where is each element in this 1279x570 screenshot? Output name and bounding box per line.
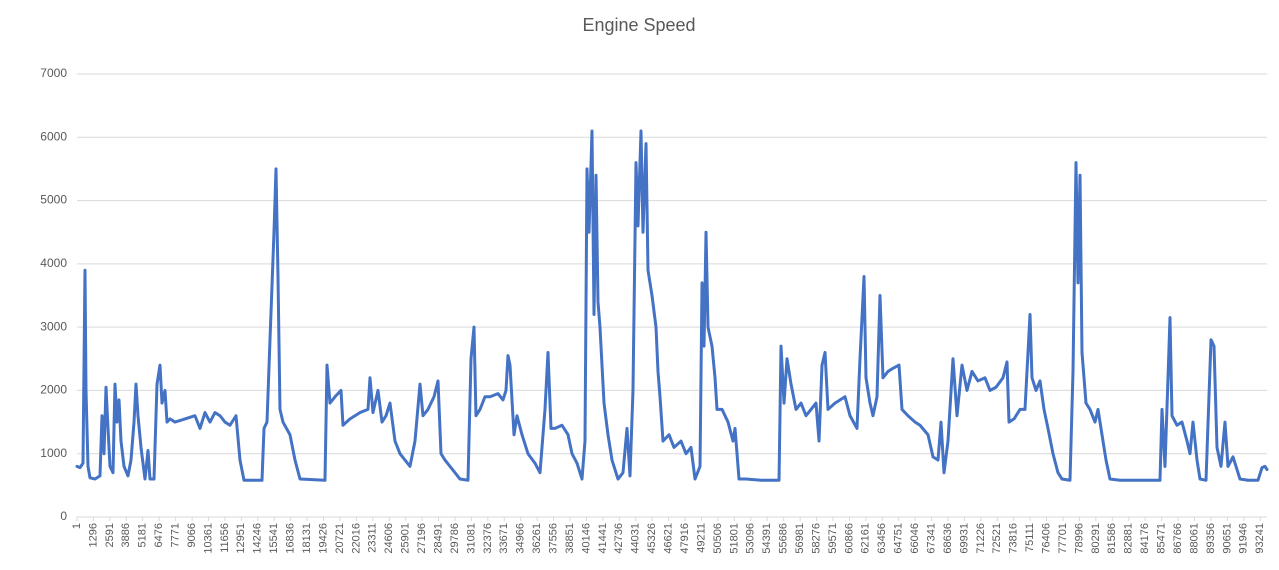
x-tick-label: 77701 [1057, 523, 1069, 554]
x-tick-label: 23311 [367, 523, 379, 553]
x-tick-label: 58276 [810, 523, 822, 554]
x-tick-label: 19426 [317, 523, 329, 554]
x-tick-label: 73816 [1008, 523, 1020, 554]
x-tick-label: 1296 [87, 523, 99, 547]
x-tick-label: 84176 [1139, 523, 1151, 554]
x-tick-label: 45326 [646, 523, 658, 554]
y-tick-label: 0 [60, 509, 67, 523]
x-tick-label: 64751 [893, 523, 905, 554]
y-tick-label: 3000 [40, 319, 67, 333]
x-tick-label: 7771 [170, 523, 182, 547]
x-tick-label: 36261 [531, 523, 543, 554]
x-tick-label: 55686 [778, 523, 790, 554]
x-tick-label: 6476 [153, 523, 165, 547]
x-tick-label: 10361 [202, 523, 214, 554]
x-tick-label: 16836 [285, 523, 297, 554]
x-tick-label: 54391 [761, 523, 773, 554]
x-tick-label: 2591 [104, 523, 116, 547]
x-tick-label: 81586 [1106, 523, 1118, 554]
x-tick-label: 31081 [465, 523, 477, 554]
x-tick-label: 90651 [1221, 523, 1233, 554]
y-tick-label: 6000 [40, 129, 67, 143]
x-tick-label: 12951 [235, 523, 247, 554]
x-tick-label: 62161 [860, 523, 872, 554]
x-tick-label: 76406 [1041, 523, 1053, 554]
x-tick-label: 22016 [350, 523, 362, 554]
x-tick-label: 15541 [268, 523, 280, 554]
y-tick-label: 2000 [40, 383, 67, 397]
x-tick-label: 60866 [843, 523, 855, 554]
x-tick-label: 78996 [1073, 523, 1085, 554]
x-tick-label: 51801 [728, 523, 740, 554]
x-tick-label: 14246 [252, 523, 264, 554]
x-tick-label: 56981 [794, 523, 806, 554]
x-tick-label: 38851 [564, 523, 576, 554]
x-tick-label: 63456 [876, 523, 888, 554]
x-tick-label: 71226 [975, 523, 987, 554]
x-tick-label: 69931 [958, 523, 970, 554]
x-tick-label: 9066 [186, 523, 198, 547]
x-tick-label: 1 [71, 523, 83, 529]
x-tick-label: 72521 [991, 523, 1003, 554]
x-tick-label: 75111 [1024, 523, 1036, 552]
x-tick-label: 42736 [613, 523, 625, 554]
y-tick-label: 4000 [40, 256, 67, 270]
x-tick-label: 59571 [827, 523, 839, 554]
x-tick-label: 89356 [1205, 523, 1217, 554]
x-tick-label: 29786 [449, 523, 461, 554]
x-tick-label: 25901 [400, 523, 412, 554]
x-tick-label: 5181 [137, 523, 149, 547]
x-tick-label: 53096 [745, 523, 757, 554]
x-tick-label: 66046 [909, 523, 921, 554]
x-tick-label: 93241 [1254, 523, 1266, 554]
x-tick-label: 41441 [597, 523, 609, 554]
x-tick-label: 18131 [301, 523, 313, 554]
x-tick-label: 34966 [515, 523, 527, 554]
x-tick-label: 28491 [432, 523, 444, 554]
y-tick-label: 5000 [40, 193, 67, 207]
x-tick-label: 50506 [712, 523, 724, 554]
chart-title: Engine Speed [582, 15, 695, 35]
x-tick-label: 67341 [925, 523, 937, 554]
y-tick-label: 7000 [40, 66, 67, 80]
x-tick-label: 11656 [219, 523, 231, 553]
x-tick-label: 24606 [383, 523, 395, 554]
y-tick-label: 1000 [40, 446, 67, 460]
x-tick-label: 33671 [498, 523, 510, 554]
x-tick-label: 37556 [547, 523, 559, 554]
x-tick-label: 3886 [120, 523, 132, 547]
x-tick-label: 40146 [580, 523, 592, 554]
data-line [75, 129, 1269, 482]
x-tick-label: 91946 [1238, 523, 1250, 554]
x-tick-label: 80291 [1090, 523, 1102, 554]
x-tick-label: 68636 [942, 523, 954, 554]
x-tick-label: 20721 [334, 523, 346, 554]
x-tick-label: 86766 [1172, 523, 1184, 554]
x-tick-label: 32376 [482, 523, 494, 554]
x-tick-label: 44031 [630, 523, 642, 554]
x-tick-label: 46621 [663, 523, 675, 554]
x-tick-label: 49211 [695, 523, 707, 553]
x-tick-label: 88061 [1188, 523, 1200, 554]
x-tick-label: 27196 [416, 523, 428, 554]
x-tick-label: 47916 [679, 523, 691, 554]
x-tick-label: 82881 [1123, 523, 1135, 554]
x-tick-label: 85471 [1156, 523, 1168, 554]
